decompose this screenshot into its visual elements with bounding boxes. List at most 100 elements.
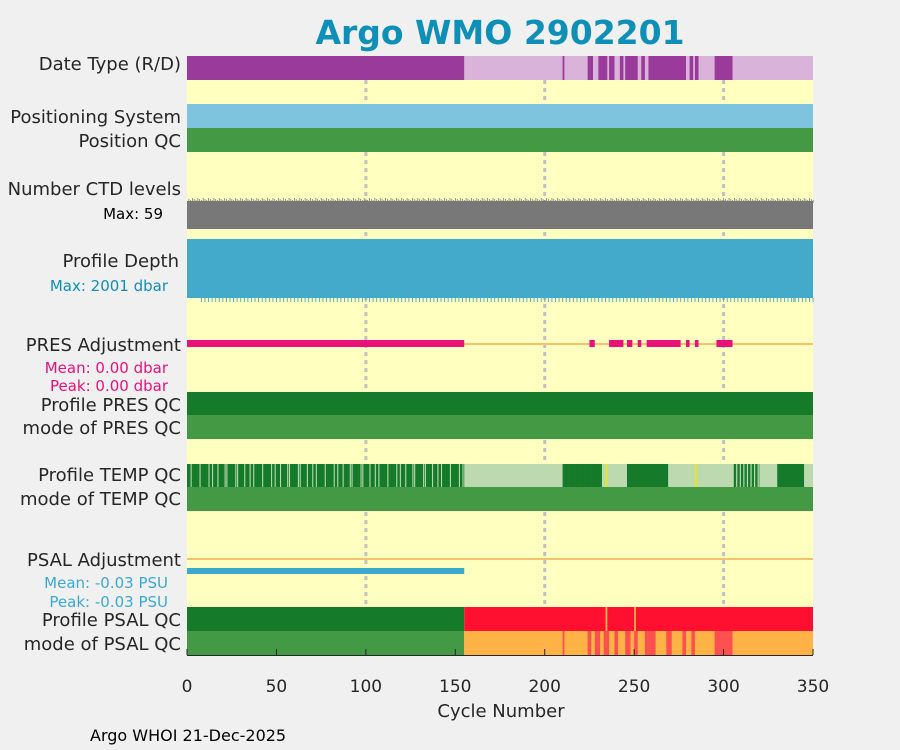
ctd-level-tick (669, 198, 671, 201)
profile-psal-qc-mark (605, 607, 608, 631)
ctd-level-tick (215, 199, 217, 202)
ctd-level-tick (705, 200, 707, 203)
ctd-level-tick (700, 200, 701, 203)
row-label-profile-temp-qc: Profile TEMP QC (38, 465, 181, 486)
profile-depth-tick (326, 298, 328, 302)
ctd-level-tick (685, 198, 687, 201)
ctd-level-tick (206, 200, 208, 203)
profile-temp-qc-stripe (199, 464, 201, 487)
ctd-level-tick (741, 199, 742, 202)
ctd-level-tick (503, 198, 505, 201)
ctd-level-tick (581, 200, 583, 203)
profile-depth-tick (408, 298, 410, 302)
ctd-level-tick (640, 200, 642, 203)
profile-depth-tick (676, 298, 678, 302)
ctd-level-tick (480, 200, 481, 203)
ctd-level-tick (766, 198, 767, 201)
position-qc-band (187, 128, 813, 152)
profile-temp-qc-stripe (739, 464, 741, 487)
ctd-level-tick (263, 199, 265, 202)
mode-psal-qc-mixed-segment (714, 631, 733, 655)
profile-depth-tick (744, 298, 746, 302)
profile-temp-qc-stripe (262, 464, 264, 487)
ctd-level-tick (222, 200, 224, 203)
profile-depth-tick (766, 298, 767, 302)
ctd-level-tick (353, 198, 354, 201)
ctd-level-tick (546, 198, 548, 201)
ctd-level-tick (794, 199, 796, 202)
ctd-level-tick (304, 198, 306, 201)
ctd-level-tick (644, 199, 646, 202)
profile-depth-tick (397, 298, 399, 302)
ctd-level-tick (435, 199, 437, 202)
pres-adjustment-segment (589, 340, 595, 347)
ctd-level-tick (247, 199, 249, 202)
profile-depth-tick (723, 298, 725, 302)
data-type-delayed-segment (562, 56, 565, 80)
ctd-level-tick (472, 199, 474, 202)
ctd-level-tick (725, 199, 726, 202)
profile-temp-qc-light-segment (601, 464, 627, 487)
ctd-level-tick (505, 199, 506, 202)
row-label-mode-temp-qc: mode of TEMP QC (20, 489, 181, 510)
ctd-level-tick (801, 200, 803, 203)
ctd-level-tick (369, 198, 370, 201)
ctd-level-tick (209, 199, 211, 202)
profile-depth-tick (726, 298, 728, 302)
profile-temp-qc-stripe (306, 464, 308, 487)
ctd-level-tick (294, 198, 295, 201)
ctd-level-tick (648, 198, 649, 201)
ctd-level-tick (784, 199, 785, 202)
profile-temp-qc-stripe (412, 464, 414, 487)
ctd-level-tick (388, 200, 390, 203)
profile-depth-tick (386, 298, 388, 302)
ctd-level-tick (793, 198, 794, 201)
ctd-level-tick (342, 198, 344, 201)
profile-temp-qc-stripe (253, 464, 255, 487)
ctd-level-tick (605, 198, 607, 201)
mode-psal-qc-mixed-segment (691, 631, 695, 655)
ctd-level-tick (710, 200, 712, 203)
profile-temp-qc-stripe (405, 464, 407, 487)
ctd-level-tick (403, 199, 404, 202)
mode-psal-qc-mixed-segment (625, 631, 631, 655)
ctd-level-tick (406, 198, 408, 201)
ctd-level-tick (632, 198, 633, 201)
profile-depth-tick (544, 298, 546, 302)
profile-depth-tick (268, 298, 270, 302)
ctd-level-tick (415, 200, 417, 203)
row-bars (187, 56, 814, 655)
row-label-profile-psal-qc: Profile PSAL QC (42, 610, 181, 631)
ctd-level-tick (755, 198, 757, 201)
ctd-max-text: Max: 59 (103, 205, 163, 223)
ctd-level-tick (750, 198, 751, 201)
row-label-data-type: Date Type (R/D) (39, 54, 181, 75)
profile-temp-qc-stripe (396, 464, 398, 487)
ctd-level-tick (351, 200, 353, 203)
ctd-level-tick (780, 200, 782, 203)
row-label-profile-pres-qc: Profile PRES QC (41, 395, 181, 416)
ctd-level-tick (258, 199, 260, 202)
ctd-level-tick (515, 199, 517, 202)
profile-temp-qc-stripe (288, 464, 291, 487)
ctd-level-tick (778, 199, 780, 202)
ctd-level-tick (274, 199, 276, 202)
profile-temp-qc-stripe (743, 464, 745, 487)
ctd-level-tick (345, 200, 347, 203)
ctd-level-tick (327, 199, 329, 202)
plot-area (187, 56, 813, 655)
profile-depth-tick (594, 298, 596, 302)
profile-depth-tick (472, 298, 474, 302)
ctd-level-tick (295, 199, 297, 202)
ctd-level-tick (678, 200, 680, 203)
profile-depth-tick (236, 298, 238, 302)
profile-temp-qc-stripe (374, 464, 376, 487)
profile-depth-tick (483, 298, 485, 302)
data-type-delayed-segment (648, 56, 687, 80)
ctd-level-tick (481, 198, 483, 201)
ctd-level-tick (512, 200, 514, 203)
ctd-level-tick (583, 198, 585, 201)
pres-adjustment-segment (716, 340, 733, 347)
profile-pres-qc-band (187, 392, 813, 415)
profile-depth-tick (422, 298, 424, 302)
